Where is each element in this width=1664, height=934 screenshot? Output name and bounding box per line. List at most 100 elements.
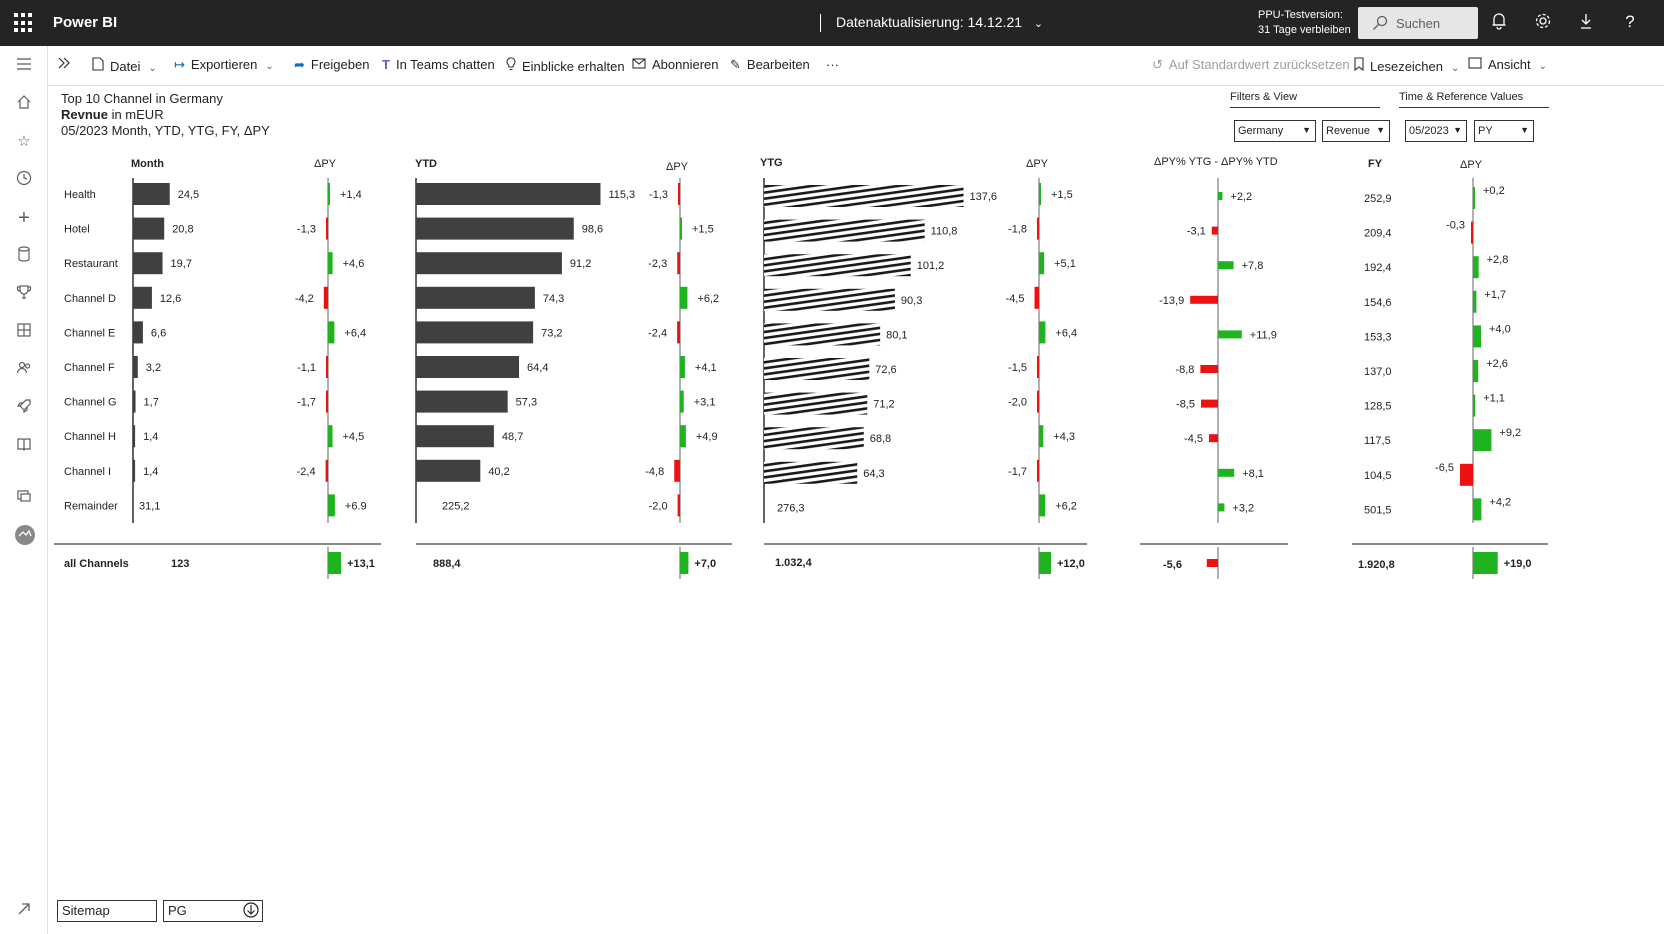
period-dropdown[interactable]: 05/2023 ▼ [1405, 120, 1467, 142]
clock-icon[interactable] [14, 170, 34, 190]
dropdown-arrow-icon: ▼ [1376, 125, 1385, 135]
top-bar: Power BI Datenaktualisierung: 14.12.21 ⌄… [0, 0, 1664, 46]
category-label: Channel G [64, 397, 117, 409]
book-icon[interactable] [14, 436, 34, 456]
hatched-bar [764, 219, 925, 242]
total-value: 123 [171, 558, 189, 570]
delta-label: +2,6 [1486, 358, 1508, 370]
app-name[interactable]: Power BI [53, 14, 118, 31]
download-icon[interactable] [1576, 12, 1596, 32]
page-selector[interactable]: PG [163, 900, 263, 922]
subscribe-button[interactable]: Abonnieren [632, 57, 719, 72]
hamburger-icon[interactable] [14, 57, 34, 77]
insights-button[interactable]: Einblicke erhalten [506, 57, 625, 74]
header-fy: FY [1368, 158, 1383, 170]
more-options-button[interactable]: ··· [826, 57, 839, 72]
rocket-icon[interactable] [14, 398, 34, 418]
database-icon[interactable] [14, 246, 34, 266]
data-label: 110,8 [931, 226, 958, 238]
view-label: Ansicht [1488, 57, 1531, 72]
view-icon [1468, 57, 1482, 72]
collapse-pane-icon[interactable] [56, 55, 72, 74]
delta-label: +8,1 [1242, 468, 1264, 480]
total-delta-bar [1206, 559, 1218, 567]
bookmarks-menu[interactable]: Lesezeichen ⌄ [1354, 57, 1459, 74]
delta-label: +3,2 [1232, 502, 1254, 514]
delta-label: +1,5 [692, 224, 714, 236]
people-icon[interactable] [14, 360, 34, 380]
delta-label: -4,5 [1006, 293, 1025, 305]
expand-icon[interactable] [14, 902, 34, 922]
delta-label: +4,9 [696, 431, 718, 443]
data-label: 64,3 [863, 468, 884, 480]
reference-dropdown[interactable]: PY ▼ [1474, 120, 1534, 142]
delta-label: -2,0 [1008, 397, 1027, 409]
total-delta-label: +19,0 [1504, 558, 1532, 570]
delta-label: +9,2 [1499, 427, 1521, 439]
bookmark-icon [1354, 57, 1364, 74]
fy-value: 153,3 [1364, 331, 1392, 343]
file-menu[interactable]: Datei ⌄ [92, 57, 157, 74]
hatched-bar [764, 358, 870, 380]
app-launcher-icon[interactable] [14, 13, 34, 33]
help-icon[interactable]: ? [1625, 12, 1635, 31]
reset-default-button[interactable]: ↺ Auf Standardwert zurücksetzen [1152, 57, 1350, 73]
category-label: Channel F [64, 362, 115, 374]
delta-label: +2,2 [1230, 191, 1252, 203]
delta-label: -8,8 [1175, 364, 1194, 376]
category-label: Remainder [64, 500, 118, 512]
delta-label: +1,1 [1483, 393, 1505, 405]
delta-label: +6.9 [345, 500, 367, 512]
total-label: all Channels [64, 558, 129, 570]
positive-delta-bar [1473, 290, 1477, 313]
delta-label: +3,1 [694, 397, 716, 409]
data-label: 3,2 [146, 362, 161, 374]
share-icon: ➦ [294, 57, 305, 72]
category-label: Channel H [64, 431, 116, 443]
view-menu[interactable]: Ansicht ⌄ [1468, 57, 1547, 72]
subscribe-label: Abonnieren [652, 57, 719, 72]
apps-icon[interactable] [14, 322, 34, 342]
category-label: Channel D [64, 293, 116, 305]
delta-label: +4,0 [1489, 323, 1511, 335]
hatched-bar [764, 427, 864, 450]
export-menu[interactable]: ↦ Exportieren ⌄ [174, 57, 274, 73]
data-label: 80,1 [886, 329, 907, 341]
delta-label: -1,5 [1008, 362, 1027, 374]
edit-button[interactable]: ✎ Bearbeiten [730, 57, 810, 73]
teams-chat-button[interactable]: T In Teams chatten [382, 57, 495, 72]
data-label: 40,2 [488, 466, 509, 478]
share-button[interactable]: ➦ Freigeben [294, 57, 369, 73]
workspaces-icon[interactable] [14, 488, 34, 508]
plus-icon[interactable]: + [18, 207, 30, 229]
star-icon[interactable]: ☆ [17, 133, 31, 150]
chevron-down-icon: ⌄ [148, 63, 157, 74]
avatar[interactable] [14, 524, 35, 545]
measure-dropdown[interactable]: Revenue ▼ [1322, 120, 1390, 142]
delta-label: -1,3 [649, 189, 668, 201]
download-circle-icon [243, 902, 259, 921]
data-label: 19,7 [171, 258, 192, 270]
delta-label: -6,5 [1435, 462, 1454, 474]
report-title: Top 10 Channel in Germany Revnue in mEUR… [61, 91, 270, 139]
total-delta-label: +12,0 [1057, 558, 1085, 570]
refresh-info[interactable]: Datenaktualisierung: 14.12.21 ⌄ [836, 14, 1043, 30]
positive-delta-bar [328, 494, 335, 517]
bell-icon[interactable] [1489, 12, 1509, 32]
sitemap-button[interactable]: Sitemap [57, 900, 157, 922]
fy-value: 154,6 [1364, 297, 1392, 309]
hatched-bar [764, 461, 858, 484]
country-dropdown[interactable]: Germany ▼ [1234, 120, 1316, 142]
total-delta-bar [1473, 552, 1498, 574]
negative-delta-bar [1037, 356, 1039, 378]
home-icon[interactable] [14, 94, 34, 114]
delta-label: +4,2 [1489, 496, 1511, 508]
gear-icon[interactable] [1533, 12, 1553, 32]
negative-delta-bar [1034, 286, 1039, 309]
header-ytg: YTG [760, 157, 783, 169]
search-box[interactable]: Suchen [1358, 7, 1478, 39]
trophy-icon[interactable] [14, 284, 34, 304]
delta-label: -1,1 [297, 362, 316, 374]
delta-label: +5,1 [1054, 258, 1076, 270]
measure-name: Revnue [61, 107, 108, 122]
